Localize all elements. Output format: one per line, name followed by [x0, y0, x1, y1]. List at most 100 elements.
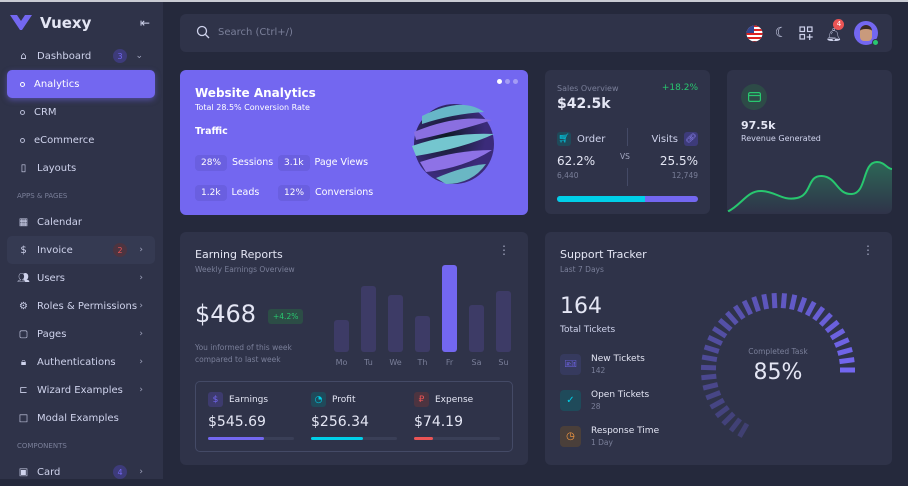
- sidebar-item-layouts[interactable]: ▯ Layouts: [7, 154, 155, 182]
- dollar-icon: $: [208, 392, 223, 407]
- sidebar-item-authentications[interactable]: 🔒︎ Authentications ›: [7, 348, 155, 376]
- support-title: Support Tracker: [560, 248, 647, 261]
- collapse-menu-icon[interactable]: ⇤: [140, 16, 151, 30]
- bar-label: Th: [417, 358, 428, 367]
- file-icon: ▢: [18, 328, 29, 340]
- gauge-segment: [707, 334, 723, 346]
- earning-item-expense: ₽ Expense $74.19: [414, 392, 500, 440]
- id-card-icon: ▣: [18, 466, 29, 478]
- sidebar-item-card[interactable]: ▣ Card 4 ›: [7, 458, 155, 486]
- bar-Th[interactable]: [415, 316, 430, 352]
- notifications-button[interactable]: 🔔︎ 4: [825, 18, 845, 43]
- chevron-right-icon: ›: [139, 357, 143, 367]
- total-tickets-value: 164: [560, 294, 602, 319]
- earning-value: $468: [195, 300, 257, 328]
- stat-label: Leads: [231, 187, 260, 198]
- moon-icon[interactable]: ☾: [774, 25, 788, 41]
- sidebar-item-ecommerce[interactable]: eCommerce: [7, 126, 155, 154]
- gauge-segment: [702, 382, 719, 391]
- gauge-segment: [797, 296, 808, 313]
- visits-count: 12,749: [671, 171, 698, 180]
- chevron-right-icon: ›: [139, 245, 143, 255]
- bar-label: Mo: [335, 358, 348, 367]
- sidebar-item-calendar[interactable]: ▦ Calendar: [7, 208, 155, 236]
- revenue-sparkline: [727, 160, 892, 214]
- gauge-label: Completed Task: [748, 347, 808, 356]
- card-subtitle: Total 28.5% Conversion Rate: [195, 103, 310, 112]
- online-status-dot: [872, 39, 879, 46]
- sidebar-item-analytics[interactable]: Analytics: [7, 70, 155, 98]
- support-item: ◷ Response Time 1 Day: [560, 426, 659, 447]
- bar-label: Sa: [471, 358, 482, 367]
- bar-Fr[interactable]: [442, 265, 457, 352]
- gauge-segment: [737, 422, 750, 438]
- sidebar-item-crm[interactable]: CRM: [7, 98, 155, 126]
- gauge-segment: [839, 357, 855, 365]
- more-options-icon[interactable]: ⋮: [862, 243, 874, 257]
- order-percent: 62.2%: [557, 154, 596, 168]
- carousel-indicators[interactable]: [497, 79, 518, 84]
- sidebar: Vuexy ⇤ ⌂ Dashboard 3 ⌄ Analytics CRM eCommerc…: [0, 2, 163, 479]
- bar-Sa[interactable]: [469, 305, 484, 352]
- sidebar-item-invoice[interactable]: $ Invoice 2 ›: [7, 236, 155, 264]
- gauge-segment: [824, 319, 840, 334]
- bar-Su[interactable]: [496, 291, 511, 352]
- logo[interactable]: Vuexy: [10, 14, 91, 32]
- sidebar-item-label: Layouts: [37, 162, 77, 174]
- sidebar-item-wizard-examples[interactable]: ⊏ Wizard Examples ›: [7, 376, 155, 404]
- bar-label: We: [389, 358, 402, 367]
- credit-card-icon: [741, 84, 767, 110]
- gauge-segment: [714, 405, 730, 419]
- item-label: Earnings: [229, 394, 269, 405]
- bar-Tu[interactable]: [361, 286, 376, 352]
- item-value: $545.69: [208, 414, 266, 430]
- item-label: New Tickets: [591, 354, 645, 364]
- bar-We[interactable]: [388, 295, 403, 352]
- brand-paypal-icon: ₽: [414, 392, 429, 407]
- invoice-icon: $: [20, 244, 27, 256]
- more-options-icon[interactable]: ⋮: [498, 243, 510, 257]
- sidebar-item-label: Wizard Examples: [37, 384, 123, 396]
- gauge-segment: [700, 364, 717, 371]
- sales-change: +18.2%: [661, 83, 698, 93]
- chevron-right-icon: ›: [139, 467, 143, 477]
- card-title: Website Analytics: [195, 86, 316, 100]
- cart-icon: 🛒︎: [557, 132, 571, 146]
- search-input[interactable]: Search (Ctrl+/): [196, 25, 293, 39]
- sidebar-item-label: Card: [37, 466, 61, 478]
- us-flag-icon[interactable]: [746, 25, 763, 42]
- gauge-segment: [761, 293, 770, 310]
- settings-icon: ⚙: [19, 300, 28, 312]
- weekly-earnings-bar-chart: Mo Tu We Th Fr Sa Su: [334, 262, 520, 367]
- stat-value: 3.1k: [278, 155, 310, 171]
- stat-label: Sessions: [232, 157, 274, 168]
- sidebar-item-modal-examples[interactable]: □ Modal Examples: [7, 404, 155, 432]
- sidebar-item-dashboard[interactable]: ⌂ Dashboard 3 ⌄: [7, 42, 155, 70]
- bar-label: Tu: [364, 358, 373, 367]
- order-label: Order: [577, 133, 606, 145]
- sidebar-item-label: CRM: [34, 106, 57, 118]
- order-visits-progress: [557, 196, 698, 202]
- item-label: Profit: [332, 394, 356, 405]
- avatar[interactable]: [854, 21, 879, 46]
- gauge-segment: [818, 312, 833, 327]
- gauge-segment: [705, 390, 722, 401]
- gauge-segment: [721, 411, 736, 426]
- gauge-segment: [709, 397, 726, 410]
- sidebar-item-pages[interactable]: ▢ Pages ›: [7, 320, 155, 348]
- sidebar-item-roles-permissions[interactable]: ⚙ Roles & Permissions ›: [7, 292, 155, 320]
- gauge-segment: [717, 317, 733, 332]
- bar-Mo[interactable]: [334, 320, 349, 352]
- chevron-right-icon: ›: [139, 301, 143, 311]
- sidebar-item-label: Pages: [37, 328, 67, 340]
- earning-note: You informed of this week compared to las…: [195, 343, 292, 364]
- pie-chart-icon: ◔: [311, 392, 326, 407]
- gauge-segment: [724, 310, 739, 326]
- sidebar-item-label: Calendar: [37, 216, 82, 228]
- shortcuts-icon[interactable]: [799, 26, 814, 40]
- completed-task-gauge: [700, 292, 855, 438]
- brand-name: Vuexy: [40, 14, 92, 32]
- earning-subtitle: Weekly Earnings Overview: [195, 265, 295, 274]
- sidebar-item-users[interactable]: 👥︎ Users ›: [7, 264, 155, 292]
- stat-label: Conversions: [315, 187, 374, 198]
